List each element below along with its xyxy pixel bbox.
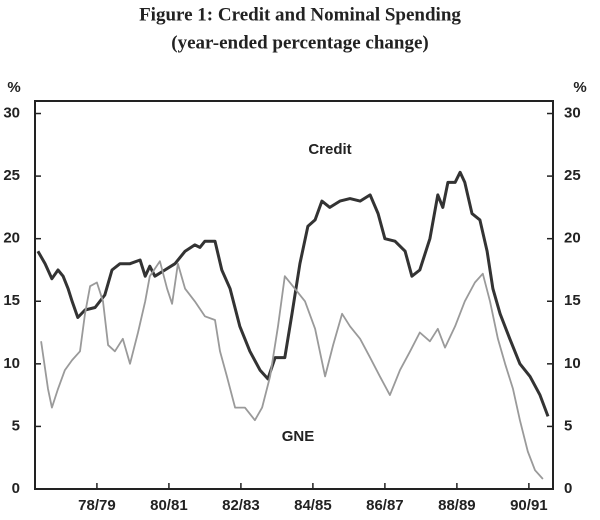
- y-tick-label: 20: [3, 230, 20, 247]
- y-tick-label: 5: [12, 417, 20, 434]
- x-tick-label: 78/79: [78, 497, 116, 514]
- y-unit: %: [7, 79, 20, 96]
- y-tick-label: 30: [3, 104, 20, 121]
- chart-title: Figure 1: Credit and Nominal Spending: [139, 4, 461, 25]
- y-tick-label: 15: [3, 292, 20, 309]
- y2-tick-label: 10: [564, 355, 581, 372]
- series-line: [40, 260, 544, 480]
- series-line: [36, 170, 550, 417]
- y2-tick-label: 5: [564, 417, 572, 434]
- y2-unit: %: [573, 79, 586, 96]
- series-label: GNE: [282, 428, 315, 445]
- y-tick-label: 10: [3, 355, 20, 372]
- x-tick-label: 84/85: [294, 497, 332, 514]
- x-tick-label: 88/89: [438, 497, 476, 514]
- x-tick-label: 86/87: [366, 497, 404, 514]
- y2-tick-label: 30: [564, 104, 581, 121]
- y-tick-label: 25: [3, 167, 20, 184]
- x-tick-label: 80/81: [150, 497, 188, 514]
- y2-tick-label: 25: [564, 167, 581, 184]
- y-tick-label: 0: [12, 480, 20, 497]
- y2-tick-label: 0: [564, 480, 572, 497]
- y2-tick-label: 20: [564, 230, 581, 247]
- y2-tick-label: 15: [564, 292, 581, 309]
- x-tick-label: 90/91: [510, 497, 548, 514]
- x-tick-label: 82/83: [222, 497, 260, 514]
- chart-subtitle: (year-ended percentage change): [171, 32, 429, 53]
- plot-frame: [34, 100, 554, 490]
- series-label: Credit: [308, 141, 351, 158]
